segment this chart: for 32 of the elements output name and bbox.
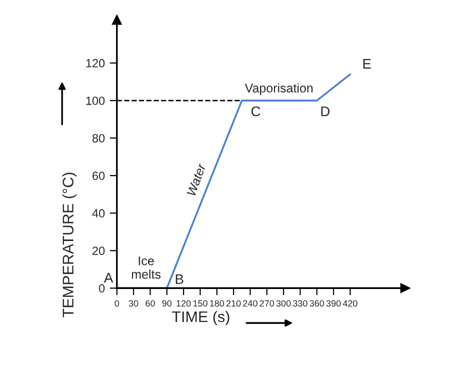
- annotation: C: [251, 106, 260, 116]
- x-tick-label: 30: [128, 300, 138, 307]
- y-tick-label: 100: [86, 96, 105, 105]
- annotation: Vaporisation: [244, 83, 313, 95]
- x-axis-title: TIME (s): [172, 310, 230, 326]
- x-tick-label: 0: [114, 300, 120, 307]
- annotation: E: [363, 59, 371, 69]
- y-axis-title: TEMPERATURE (°C): [62, 172, 77, 318]
- annotation: B: [176, 274, 184, 284]
- annotation: Water: [186, 162, 206, 196]
- annotation: Ice melts: [132, 256, 161, 279]
- y-tick-label: 40: [92, 209, 105, 218]
- x-tick-label: 390: [326, 300, 341, 307]
- x-tick-label: 420: [342, 300, 358, 307]
- y-tick-label: 120: [86, 59, 105, 68]
- annotation: A: [104, 272, 114, 282]
- x-tick-label: 300: [276, 300, 291, 307]
- x-tick-label: 360: [310, 300, 324, 307]
- x-tick-label: 60: [146, 300, 155, 307]
- x-tick-label: 150: [193, 300, 208, 307]
- x-tick-label: 240: [243, 300, 258, 307]
- x-tick-label: 180: [210, 300, 224, 307]
- y-tick-label: 60: [92, 172, 105, 180]
- y-tick-label: 0: [98, 284, 105, 293]
- x-tick-label: 270: [260, 300, 274, 307]
- x-tick-label: 120: [176, 300, 191, 307]
- x-tick-label: 90: [162, 300, 172, 307]
- x-tick-label: 330: [293, 300, 308, 307]
- annotation: D: [321, 106, 330, 116]
- y-tick-label: 80: [92, 134, 105, 142]
- y-tick-label: 20: [92, 246, 105, 256]
- x-tick-label: 210: [226, 300, 241, 307]
